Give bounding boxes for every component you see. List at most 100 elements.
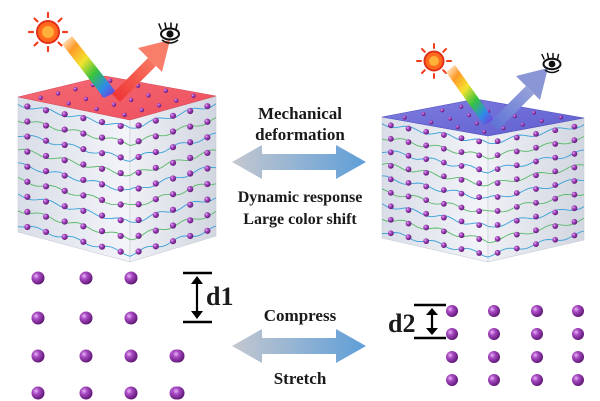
side-particle [169, 112, 177, 119]
front-polymer-chain [17, 210, 131, 241]
front-particle [98, 165, 106, 172]
side-particle [513, 176, 520, 183]
side-particle [552, 223, 559, 229]
front-particle [387, 189, 394, 196]
front-particle [42, 122, 50, 129]
front-particle [42, 183, 50, 190]
front-particle [387, 122, 394, 129]
top-face-particle [558, 115, 563, 120]
top-face-particle [94, 106, 99, 112]
front-particle [476, 208, 483, 215]
front-particle [98, 118, 106, 126]
front-particle [61, 233, 68, 240]
front-particle [423, 169, 430, 176]
side-particle [135, 153, 142, 161]
top-face-particle [146, 93, 151, 98]
front-particle [24, 178, 31, 185]
side-particle [494, 235, 501, 242]
lattice-particle [446, 351, 458, 363]
side-particle [152, 164, 159, 171]
side-particle [513, 148, 520, 155]
front-particle [458, 163, 465, 169]
side-particle [513, 231, 520, 238]
side-particle [135, 169, 142, 176]
sun-icon [416, 43, 452, 79]
side-particle [187, 139, 194, 146]
side-particle [494, 166, 501, 172]
side-particle [494, 138, 501, 145]
side-particle [513, 190, 520, 196]
eye-icon [158, 22, 180, 44]
top-face-particle [66, 101, 71, 106]
lattice-particle [572, 374, 584, 386]
front-particle [405, 166, 412, 173]
front-particle [440, 242, 447, 249]
expanded-particle-lattice [31, 271, 185, 400]
top-face-particle [73, 86, 78, 92]
side-particle [494, 152, 501, 159]
lattice-particle [31, 349, 45, 363]
blue-cube-particle-lattice [381, 101, 585, 258]
front-particle [476, 180, 483, 187]
side-particle [571, 178, 578, 184]
front-polymer-chain [17, 104, 131, 129]
mechanical-deformation-double-arrow [232, 145, 366, 179]
side-particle [135, 232, 142, 239]
stretch-label: Stretch [273, 369, 327, 388]
side-particle [494, 208, 501, 214]
front-particle [24, 193, 31, 200]
front-particle [80, 192, 87, 199]
front-particle [61, 157, 68, 164]
side-particle [513, 203, 520, 210]
front-particle [61, 111, 68, 118]
side-particle [187, 186, 194, 193]
side-particle [571, 218, 578, 225]
lattice-particle [531, 374, 543, 386]
front-particle [440, 187, 447, 193]
lattice-particle [31, 386, 45, 400]
side-particle [552, 141, 559, 147]
top-face-particle [448, 116, 453, 121]
lattice-particle [446, 328, 458, 340]
front-particle [423, 210, 430, 217]
top-face-particle [128, 97, 134, 103]
front-particle [80, 161, 87, 168]
front-particle [458, 232, 465, 239]
side-particle [187, 123, 194, 130]
top-face-particle [467, 113, 472, 118]
front-particle [423, 183, 430, 190]
side-particle [494, 194, 501, 200]
side-particle [187, 107, 194, 115]
front-particle [476, 194, 483, 201]
top-face-particle [38, 95, 43, 100]
side-particle [204, 134, 211, 141]
side-particle [135, 201, 142, 208]
front-particle [42, 137, 50, 144]
front-particle [440, 173, 447, 180]
top-face-particle [174, 98, 179, 103]
sun-icon [27, 11, 69, 53]
front-polymer-chain [381, 163, 489, 187]
top-face-particle [163, 88, 168, 93]
incident-light-beam-right [446, 65, 494, 125]
front-particle [458, 218, 465, 225]
front-particle [24, 148, 31, 155]
side-particle [204, 227, 211, 234]
d2-spacing-indicator [414, 303, 446, 340]
front-polymer-chain [381, 150, 489, 174]
front-particle [387, 176, 394, 183]
side-particle [152, 117, 159, 124]
lattice-particle [124, 311, 138, 325]
side-particle [552, 168, 559, 175]
front-polymer-chain [17, 135, 131, 162]
front-particle [476, 236, 483, 242]
front-particle [24, 163, 31, 170]
front-particle [387, 230, 394, 237]
front-particle [117, 248, 124, 255]
lattice-particle [79, 271, 93, 285]
front-particle [80, 238, 87, 245]
side-particle [552, 154, 559, 161]
side-particle [513, 217, 520, 224]
side-particle [533, 158, 539, 165]
